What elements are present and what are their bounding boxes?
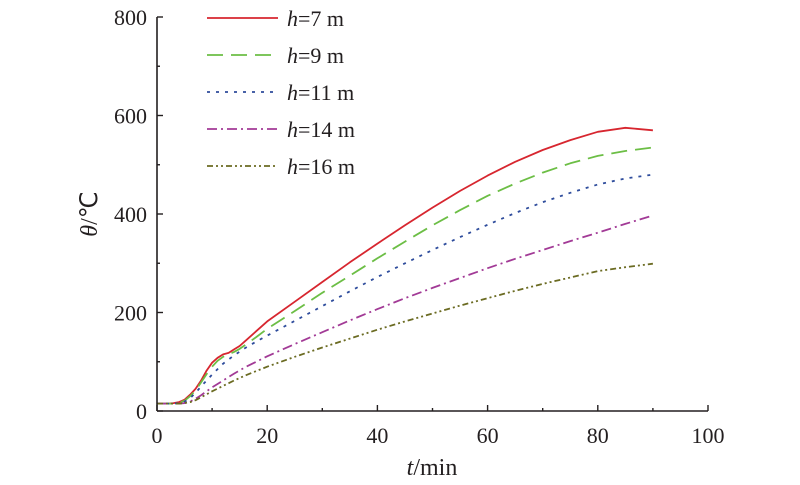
y-axis-var: θ [77, 225, 103, 237]
legend-value: =9 m [298, 43, 344, 68]
series-line-5 [157, 262, 654, 405]
x-tick-label: 60 [477, 423, 499, 448]
axes [156, 17, 708, 412]
x-tick-label: 0 [152, 423, 163, 448]
legend-label-3: h=11 m [287, 80, 354, 105]
x-tick-label: 100 [692, 423, 725, 448]
legend-var: h [287, 154, 298, 179]
legend-value: =16 m [298, 154, 355, 179]
y-axis-label: θ/℃ [77, 191, 103, 236]
legend-label-4: h=14 m [287, 117, 355, 142]
y-tick-label: 600 [114, 104, 147, 129]
legend-var: h [287, 6, 298, 31]
x-tick-label: 20 [256, 423, 278, 448]
series-lines [157, 126, 654, 405]
legend-label-1: h=7 m [287, 6, 344, 31]
y-tick-label: 200 [114, 301, 147, 326]
legend-var: h [287, 117, 298, 142]
series-line-4 [157, 214, 654, 405]
legend-label-5: h=16 m [287, 154, 355, 179]
x-tick-label: 40 [366, 423, 388, 448]
x-axis-label: t/min [407, 455, 458, 481]
y-axis-unit: /℃ [77, 191, 103, 225]
x-axis-var: t [407, 455, 415, 481]
y-tick-label: 400 [114, 202, 147, 227]
series-line-2 [157, 146, 654, 405]
x-tick-label: 80 [587, 423, 609, 448]
legend-label-2: h=9 m [287, 43, 344, 68]
series-line-3 [157, 173, 654, 405]
y-tick-label: 800 [114, 5, 147, 30]
legend-value: =14 m [298, 117, 355, 142]
legend-value: =11 m [298, 80, 354, 105]
x-axis-unit: /min [413, 455, 457, 481]
legend-value: =7 m [298, 6, 344, 31]
legend-var: h [287, 80, 298, 105]
y-ticks: 0 200 400 600 800 [114, 5, 163, 424]
series-line-1 [157, 126, 653, 405]
y-tick-label: 0 [136, 399, 147, 424]
legend: h=7 mh=9 mh=11 mh=14 mh=16 m [207, 6, 355, 179]
x-ticks: 0 20 40 60 80 100 [152, 405, 725, 448]
legend-var: h [287, 43, 298, 68]
